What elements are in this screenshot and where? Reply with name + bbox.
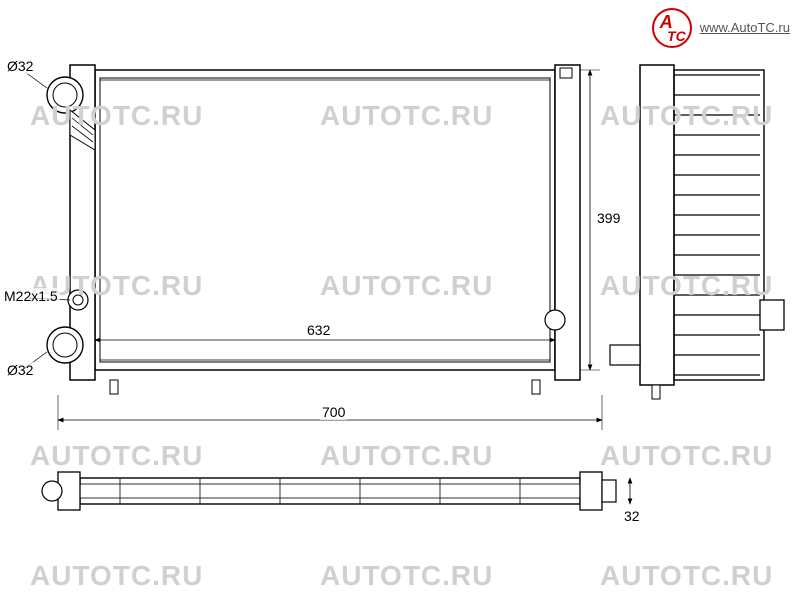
label-port-dia-top: Ø32 bbox=[5, 58, 35, 74]
logo-circle-icon: A TC bbox=[652, 8, 692, 48]
label-core-width: 632 bbox=[305, 322, 332, 338]
site-logo: A TC www.AutoTC.ru bbox=[652, 8, 790, 48]
side-view bbox=[610, 65, 784, 399]
label-height: 399 bbox=[595, 210, 622, 226]
logo-url: www.AutoTC.ru bbox=[700, 20, 790, 35]
label-overall-width: 700 bbox=[320, 404, 347, 420]
label-port-dia-bottom: Ø32 bbox=[5, 362, 35, 378]
front-view bbox=[47, 65, 580, 394]
top-view bbox=[42, 472, 616, 510]
label-thickness: 32 bbox=[622, 508, 642, 524]
logo-letter-tc: TC bbox=[667, 28, 686, 44]
technical-drawing bbox=[0, 0, 800, 600]
label-thread-spec: M22x1.5 bbox=[2, 288, 60, 304]
